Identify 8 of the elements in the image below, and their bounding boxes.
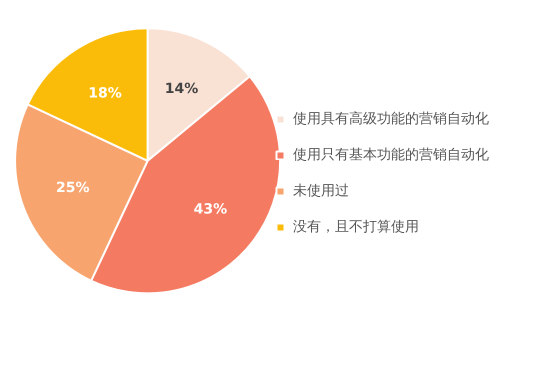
legend-label: 使用具有高级功能的营销自动化 xyxy=(293,110,489,128)
data-label: 18% xyxy=(88,86,122,102)
legend-label: 没有，且不打算使用 xyxy=(293,218,419,236)
legend-label: 未使用过 xyxy=(293,182,349,200)
data-label: 25% xyxy=(56,180,90,196)
legend-label: 使用只有基本功能的营销自动化 xyxy=(293,146,489,164)
data-label: 43% xyxy=(194,202,228,218)
data-label: 14% xyxy=(164,80,198,97)
